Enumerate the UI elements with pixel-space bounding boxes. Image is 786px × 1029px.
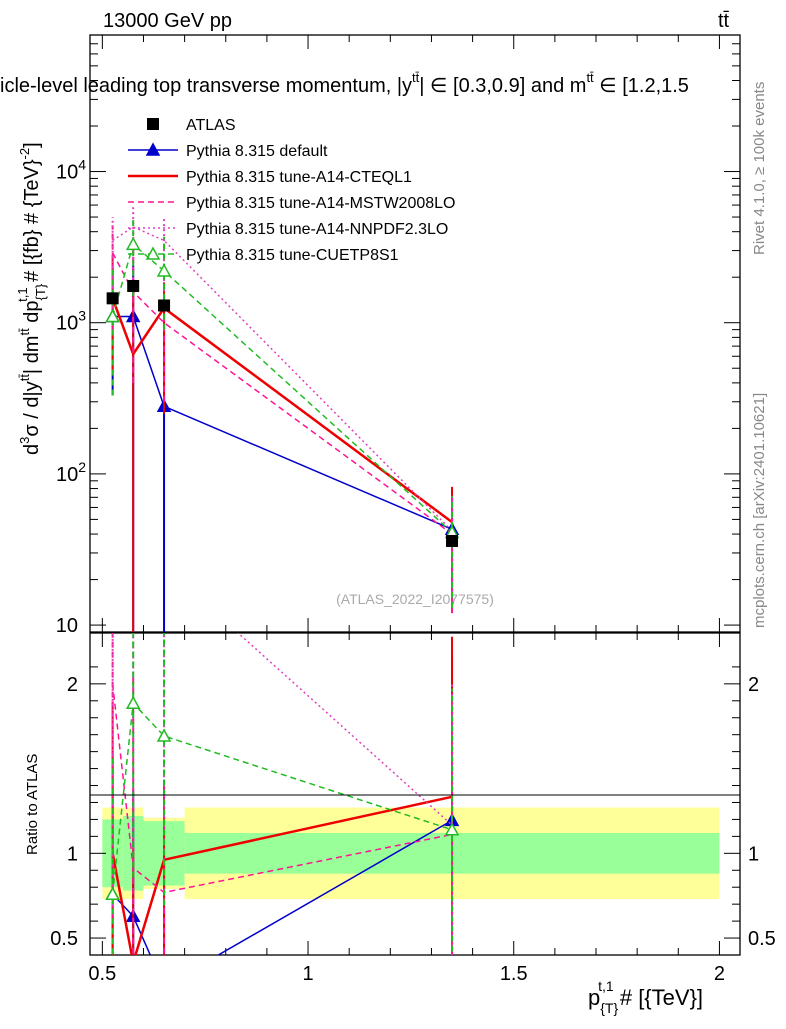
energy-label: 13000 GeV pp bbox=[103, 10, 232, 32]
plot-title-part-1: icle-level leading top transverse moment… bbox=[0, 75, 412, 97]
marker-pythia-8-315-tune-cuetp8s1 bbox=[125, 236, 141, 251]
y-tick-label-ratio: 0.5 bbox=[50, 928, 78, 950]
y-tick-label-ratio: 1 bbox=[67, 843, 78, 865]
ratio-marker-pythia-8-315-tune-cuetp8s1 bbox=[125, 695, 141, 709]
ratio-line-pythia-8-315-tune-a14-cteql1 bbox=[111, 795, 453, 955]
legend-label-pythia-8-315-tune-a14-mstw2008lo: Pythia 8.315 tune-A14-MSTW2008LO bbox=[186, 195, 455, 212]
y-tick-label-main: 10 bbox=[56, 615, 78, 637]
ratio-plot-frame bbox=[89, 632, 741, 956]
atlas-data-point bbox=[446, 534, 459, 547]
plot-title-sup-2: tt̄ bbox=[586, 70, 594, 85]
x-tick-label: 1 bbox=[302, 963, 313, 985]
axis-tick-labels: 0.5 1 1.5 2 10 102 103 104 0.5 0.5 1 1 2 2 bbox=[50, 157, 776, 985]
x-tick-label: 0.5 bbox=[88, 963, 116, 985]
analysis-watermark: (ATLAS_2022_I2077575) bbox=[336, 591, 494, 607]
legend-marker-pythia-8-315-tune-cuetp8s1 bbox=[145, 246, 161, 260]
axis-ticks bbox=[90, 34, 740, 955]
legend-marker-pythia-8-315-default bbox=[145, 142, 161, 156]
x-axis-label: p{T}t,1 # [{TeV}] bbox=[588, 978, 703, 1016]
plot-title: icle-level leading top transverse moment… bbox=[0, 70, 689, 97]
series-line-pythia-8-315-default bbox=[112, 315, 453, 531]
legend-label-pythia-8-315-tune-a14-cteql1: Pythia 8.315 tune-A14-CTEQL1 bbox=[186, 169, 412, 186]
marker-pythia-8-315-tune-cuetp8s1 bbox=[105, 308, 120, 323]
legend-label-pythia-8-315-tune-a14-nnpdf2-3lo: Pythia 8.315 tune-A14-NNPDF2.3LO bbox=[186, 221, 448, 238]
legend-label-pythia-8-315-default: Pythia 8.315 default bbox=[186, 143, 328, 160]
y-tick-label-main: 104 bbox=[56, 157, 86, 184]
ratio-line-pythia-8-315-tune-a14-mstw2008lo bbox=[111, 683, 453, 894]
plot-title-part-3: ∈ [1.2,1.5 bbox=[594, 75, 689, 97]
x-tick-label: 1.5 bbox=[500, 963, 528, 985]
legend-label-pythia-8-315-tune-cuetp8s1: Pythia 8.315 tune-CUETP8S1 bbox=[186, 247, 399, 264]
main-series-layer bbox=[105, 207, 460, 632]
y-tick-label-main: 102 bbox=[56, 459, 86, 486]
y-tick-label-main: 103 bbox=[56, 308, 86, 335]
mcplots-label: mcplots.cern.ch [arXiv:2401.10621] bbox=[751, 393, 768, 628]
legend: ATLAS Pythia 8.315 default Pythia 8.315 tu… bbox=[128, 117, 455, 264]
series-line-pythia-8-315-tune-a14-cteql1 bbox=[111, 297, 453, 524]
y-tick-label-ratio-right: 0.5 bbox=[748, 928, 776, 950]
ratio-line-pythia-8-315-tune-cuetp8s1 bbox=[111, 701, 453, 895]
y-tick-label-ratio-right: 2 bbox=[748, 674, 759, 696]
x-tick-label: 2 bbox=[714, 963, 725, 985]
ratio-marker-pythia-8-315-tune-cuetp8s1 bbox=[156, 728, 172, 742]
atlas-data-point bbox=[106, 292, 119, 305]
legend-marker-atlas bbox=[147, 118, 159, 130]
atlas-data-point bbox=[158, 299, 171, 312]
series-line-pythia-8-315-tune-a14-nnpdf2-3lo bbox=[112, 226, 453, 532]
plot-title-part-2: | ∈ [0.3,0.9] and m bbox=[419, 75, 586, 97]
ratio-marker-pythia-8-315-tune-cuetp8s1 bbox=[444, 822, 460, 836]
ratio-marker-pythia-8-315-default bbox=[158, 980, 170, 991]
y-tick-label-ratio: 2 bbox=[67, 674, 78, 696]
rivet-label: Rivet 4.1.0, ≥ 100k events bbox=[751, 82, 768, 255]
marker-pythia-8-315-tune-cuetp8s1 bbox=[156, 263, 172, 277]
ratio-line-pythia-8-315-tune-a14-nnpdf2-3lo bbox=[236, 633, 453, 826]
main-y-axis-label: d3σ / d|ytt̄| dmtt̄ dp{T}t,1 # [{fb} # {… bbox=[15, 142, 48, 455]
series-line-pythia-8-315-tune-a14-mstw2008lo bbox=[111, 252, 453, 535]
plot-title-sup-1: tt̄ bbox=[412, 70, 420, 85]
atlas-data-point bbox=[127, 279, 140, 292]
legend-label-atlas: ATLAS bbox=[186, 117, 236, 134]
main-plot-frame bbox=[89, 34, 741, 633]
ratio-series-layer bbox=[105, 633, 460, 991]
process-label: tt̄ bbox=[718, 10, 730, 32]
ratio-y-axis-label: Ratio to ATLAS bbox=[24, 754, 41, 855]
y-tick-label-ratio-right: 1 bbox=[748, 843, 759, 865]
series-line-pythia-8-315-tune-cuetp8s1 bbox=[111, 242, 453, 533]
ratio-marker-pythia-8-315-tune-cuetp8s1 bbox=[105, 886, 120, 900]
